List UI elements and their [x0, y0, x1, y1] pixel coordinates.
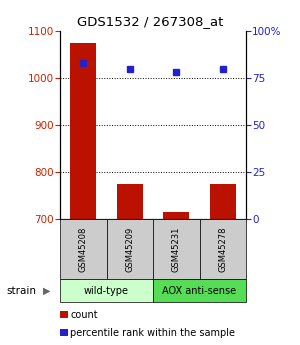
Text: strain: strain	[6, 286, 36, 296]
Text: GSM45231: GSM45231	[172, 227, 181, 272]
Bar	[164, 212, 189, 219]
Text: percentile rank within the sample: percentile rank within the sample	[70, 328, 236, 338]
Text: GSM45278: GSM45278	[218, 227, 227, 272]
Text: GSM45208: GSM45208	[79, 227, 88, 272]
Text: GDS1532 / 267308_at: GDS1532 / 267308_at	[77, 16, 223, 29]
Text: AOX anti-sense: AOX anti-sense	[162, 286, 237, 296]
Text: ▶: ▶	[43, 286, 50, 296]
Bar	[117, 184, 142, 219]
Bar	[210, 184, 236, 219]
Text: wild-type: wild-type	[84, 286, 129, 296]
Bar	[70, 43, 96, 219]
Text: GSM45209: GSM45209	[125, 227, 134, 272]
Text: count: count	[70, 310, 98, 320]
